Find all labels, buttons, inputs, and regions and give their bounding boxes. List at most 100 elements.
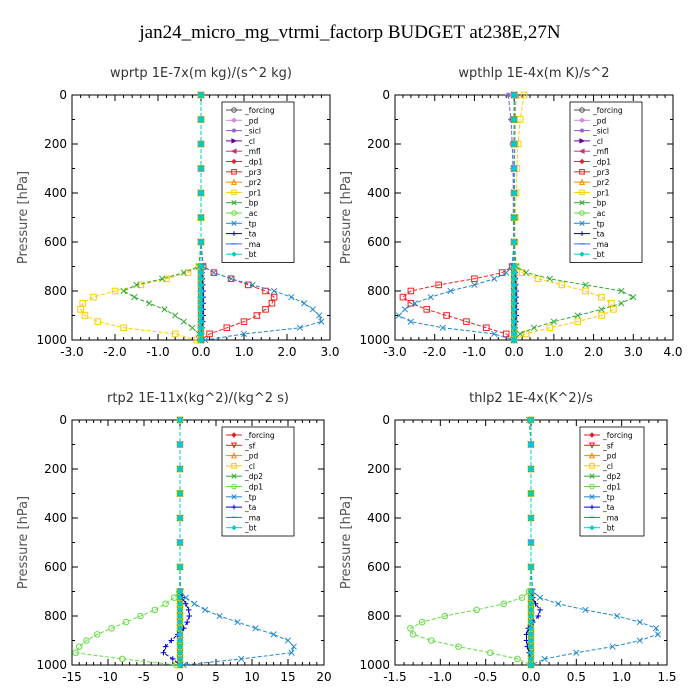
- data-point: [77, 306, 84, 313]
- legend-label: _bt: [244, 524, 257, 533]
- data-point: [131, 293, 138, 301]
- data-point: [527, 416, 535, 424]
- data-point: [90, 293, 97, 301]
- data-point: [483, 324, 490, 332]
- data-point: [108, 624, 115, 632]
- legend-label: _dp1: [602, 483, 621, 492]
- data-point: [170, 594, 178, 601]
- data-point: [288, 649, 295, 656]
- data-point: [120, 324, 127, 332]
- data-point: [176, 416, 184, 424]
- data-point: [510, 281, 518, 289]
- x-tick-label: 4.0: [663, 345, 682, 359]
- y-tick-label: 200: [44, 462, 67, 476]
- data-point: [197, 263, 205, 270]
- legend-marker: [231, 524, 237, 531]
- data-point: [510, 263, 518, 270]
- series-pr3: [399, 91, 518, 344]
- data-point: [527, 563, 535, 571]
- x-tick-label: -2.0: [423, 345, 446, 359]
- data-point: [176, 618, 184, 626]
- data-point: [72, 649, 79, 657]
- y-axis-label: Pressure [hPa]: [16, 496, 31, 589]
- data-point: [249, 281, 256, 289]
- data-point: [411, 300, 419, 307]
- data-point: [94, 318, 102, 325]
- data-point: [527, 514, 535, 522]
- data-point: [510, 336, 518, 344]
- data-point: [534, 275, 542, 283]
- data-point: [608, 299, 615, 307]
- data-point: [395, 312, 403, 319]
- legend-label: _tp: [244, 219, 257, 228]
- data-point: [455, 643, 462, 650]
- data-point: [546, 324, 554, 332]
- y-axis-label: Pressure [hPa]: [339, 171, 354, 264]
- data-point: [527, 594, 535, 601]
- data-point: [510, 214, 518, 221]
- data-point: [527, 606, 535, 614]
- data-point: [197, 293, 205, 301]
- data-point: [151, 606, 159, 614]
- chart-panel-3: rtp2 1E-11x(kg^2)/(kg^2 s) Pressure [hPa]…: [16, 391, 332, 684]
- y-tick-label: 1000: [359, 658, 390, 672]
- chart-panel-4: thlp2 1E-4x(K^2)/s Pressure [hPa] 0 200 400 6…: [339, 391, 677, 684]
- data-point: [441, 612, 449, 620]
- data-point: [176, 588, 184, 595]
- data-point: [652, 625, 660, 632]
- data-point: [435, 281, 442, 289]
- data-point: [197, 336, 205, 344]
- data-point: [119, 655, 126, 663]
- data-point: [527, 612, 535, 620]
- data-point: [238, 655, 245, 663]
- data-point: [555, 600, 562, 607]
- data-point: [399, 293, 407, 301]
- y-tick-label: 0: [59, 88, 67, 102]
- legend-marker: [579, 200, 585, 206]
- data-point: [439, 324, 446, 331]
- data-point: [510, 269, 518, 276]
- data-point: [240, 318, 248, 325]
- series-line: [80, 95, 202, 341]
- x-tick-label: 0: [176, 670, 184, 684]
- x-tick-label: 10: [244, 670, 259, 684]
- legend-marker: [231, 251, 237, 257]
- data-point: [535, 613, 542, 619]
- data-point: [527, 588, 535, 595]
- series-bt: [510, 91, 518, 344]
- x-tick-label: -5: [138, 670, 150, 684]
- data-point: [197, 281, 205, 289]
- data-point: [486, 649, 494, 657]
- data-point: [171, 330, 179, 338]
- data-point: [609, 643, 616, 650]
- data-point: [516, 330, 524, 338]
- data-point: [270, 287, 278, 295]
- legend-label: _dp1: [244, 483, 263, 492]
- legend-marker: [231, 432, 237, 438]
- series-tp: [395, 91, 518, 344]
- data-point: [284, 637, 292, 644]
- data-point: [546, 275, 554, 282]
- data-point: [558, 281, 566, 289]
- data-point: [176, 441, 184, 448]
- data-point: [111, 287, 119, 295]
- data-point: [176, 490, 184, 497]
- data-point: [491, 275, 498, 282]
- legend-label: _pr2: [244, 178, 262, 187]
- chart-title: rtp2 1E-11x(kg^2)/(kg^2 s): [107, 391, 289, 406]
- series-bt: [176, 416, 184, 669]
- legend-marker: [231, 107, 237, 113]
- data-point: [407, 624, 414, 632]
- data-point: [520, 91, 528, 99]
- data-point: [206, 330, 213, 338]
- legend-marker: [231, 504, 237, 510]
- data-point: [498, 269, 506, 276]
- x-tick-label: 1.0: [234, 345, 253, 359]
- data-point: [443, 312, 450, 319]
- legend-label: _mfl: [592, 147, 609, 156]
- series-line: [398, 95, 515, 341]
- y-tick-label: 600: [44, 560, 67, 574]
- legend-label: _pd: [602, 452, 617, 461]
- data-point: [427, 637, 435, 644]
- legend-label: _sf: [244, 441, 256, 450]
